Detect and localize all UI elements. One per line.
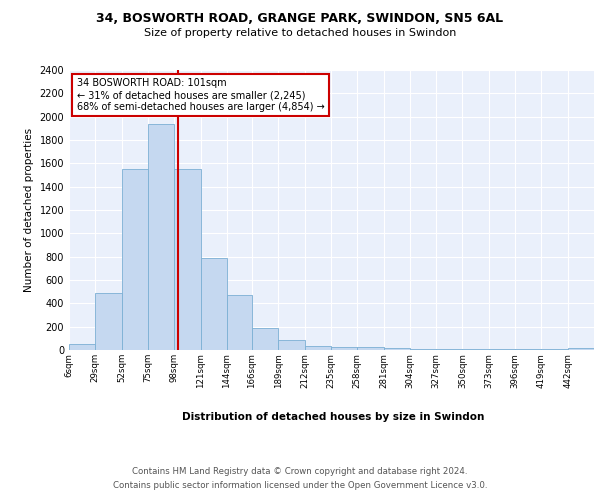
Text: Contains HM Land Registry data © Crown copyright and database right 2024.: Contains HM Land Registry data © Crown c… <box>132 468 468 476</box>
Bar <box>148 124 174 350</box>
Bar <box>227 295 252 350</box>
Text: Contains public sector information licensed under the Open Government Licence v3: Contains public sector information licen… <box>113 481 487 490</box>
Bar <box>200 258 227 350</box>
Bar <box>357 347 383 350</box>
Bar <box>331 346 357 350</box>
Text: 34 BOSWORTH ROAD: 101sqm
← 31% of detached houses are smaller (2,245)
68% of sem: 34 BOSWORTH ROAD: 101sqm ← 31% of detach… <box>77 78 325 112</box>
Text: Distribution of detached houses by size in Swindon: Distribution of detached houses by size … <box>182 412 484 422</box>
Y-axis label: Number of detached properties: Number of detached properties <box>24 128 34 292</box>
Bar <box>383 348 410 350</box>
Bar <box>122 169 148 350</box>
Bar <box>95 293 122 350</box>
Bar <box>174 169 200 350</box>
Bar <box>305 346 331 350</box>
Bar <box>568 348 594 350</box>
Text: Size of property relative to detached houses in Swindon: Size of property relative to detached ho… <box>144 28 456 38</box>
Bar <box>252 328 278 350</box>
Bar <box>69 344 95 350</box>
Bar <box>278 340 305 350</box>
Text: 34, BOSWORTH ROAD, GRANGE PARK, SWINDON, SN5 6AL: 34, BOSWORTH ROAD, GRANGE PARK, SWINDON,… <box>97 12 503 26</box>
